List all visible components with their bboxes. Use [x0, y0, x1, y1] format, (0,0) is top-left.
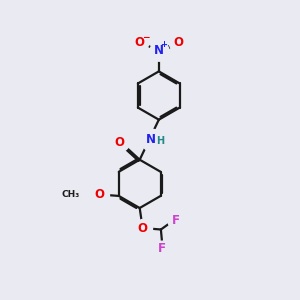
Text: methoxy: methoxy — [77, 194, 84, 195]
Text: F: F — [158, 242, 166, 255]
Text: F: F — [172, 214, 180, 227]
Text: N: N — [146, 133, 156, 146]
Text: O: O — [173, 36, 183, 49]
Text: O: O — [94, 188, 105, 201]
Text: CH₃: CH₃ — [61, 190, 80, 199]
Text: N: N — [154, 44, 164, 57]
Text: −: − — [142, 33, 149, 42]
Text: H: H — [156, 136, 164, 146]
Text: O: O — [134, 36, 144, 49]
Text: +: + — [160, 40, 167, 49]
Text: O: O — [115, 136, 125, 148]
Text: O: O — [138, 221, 148, 235]
